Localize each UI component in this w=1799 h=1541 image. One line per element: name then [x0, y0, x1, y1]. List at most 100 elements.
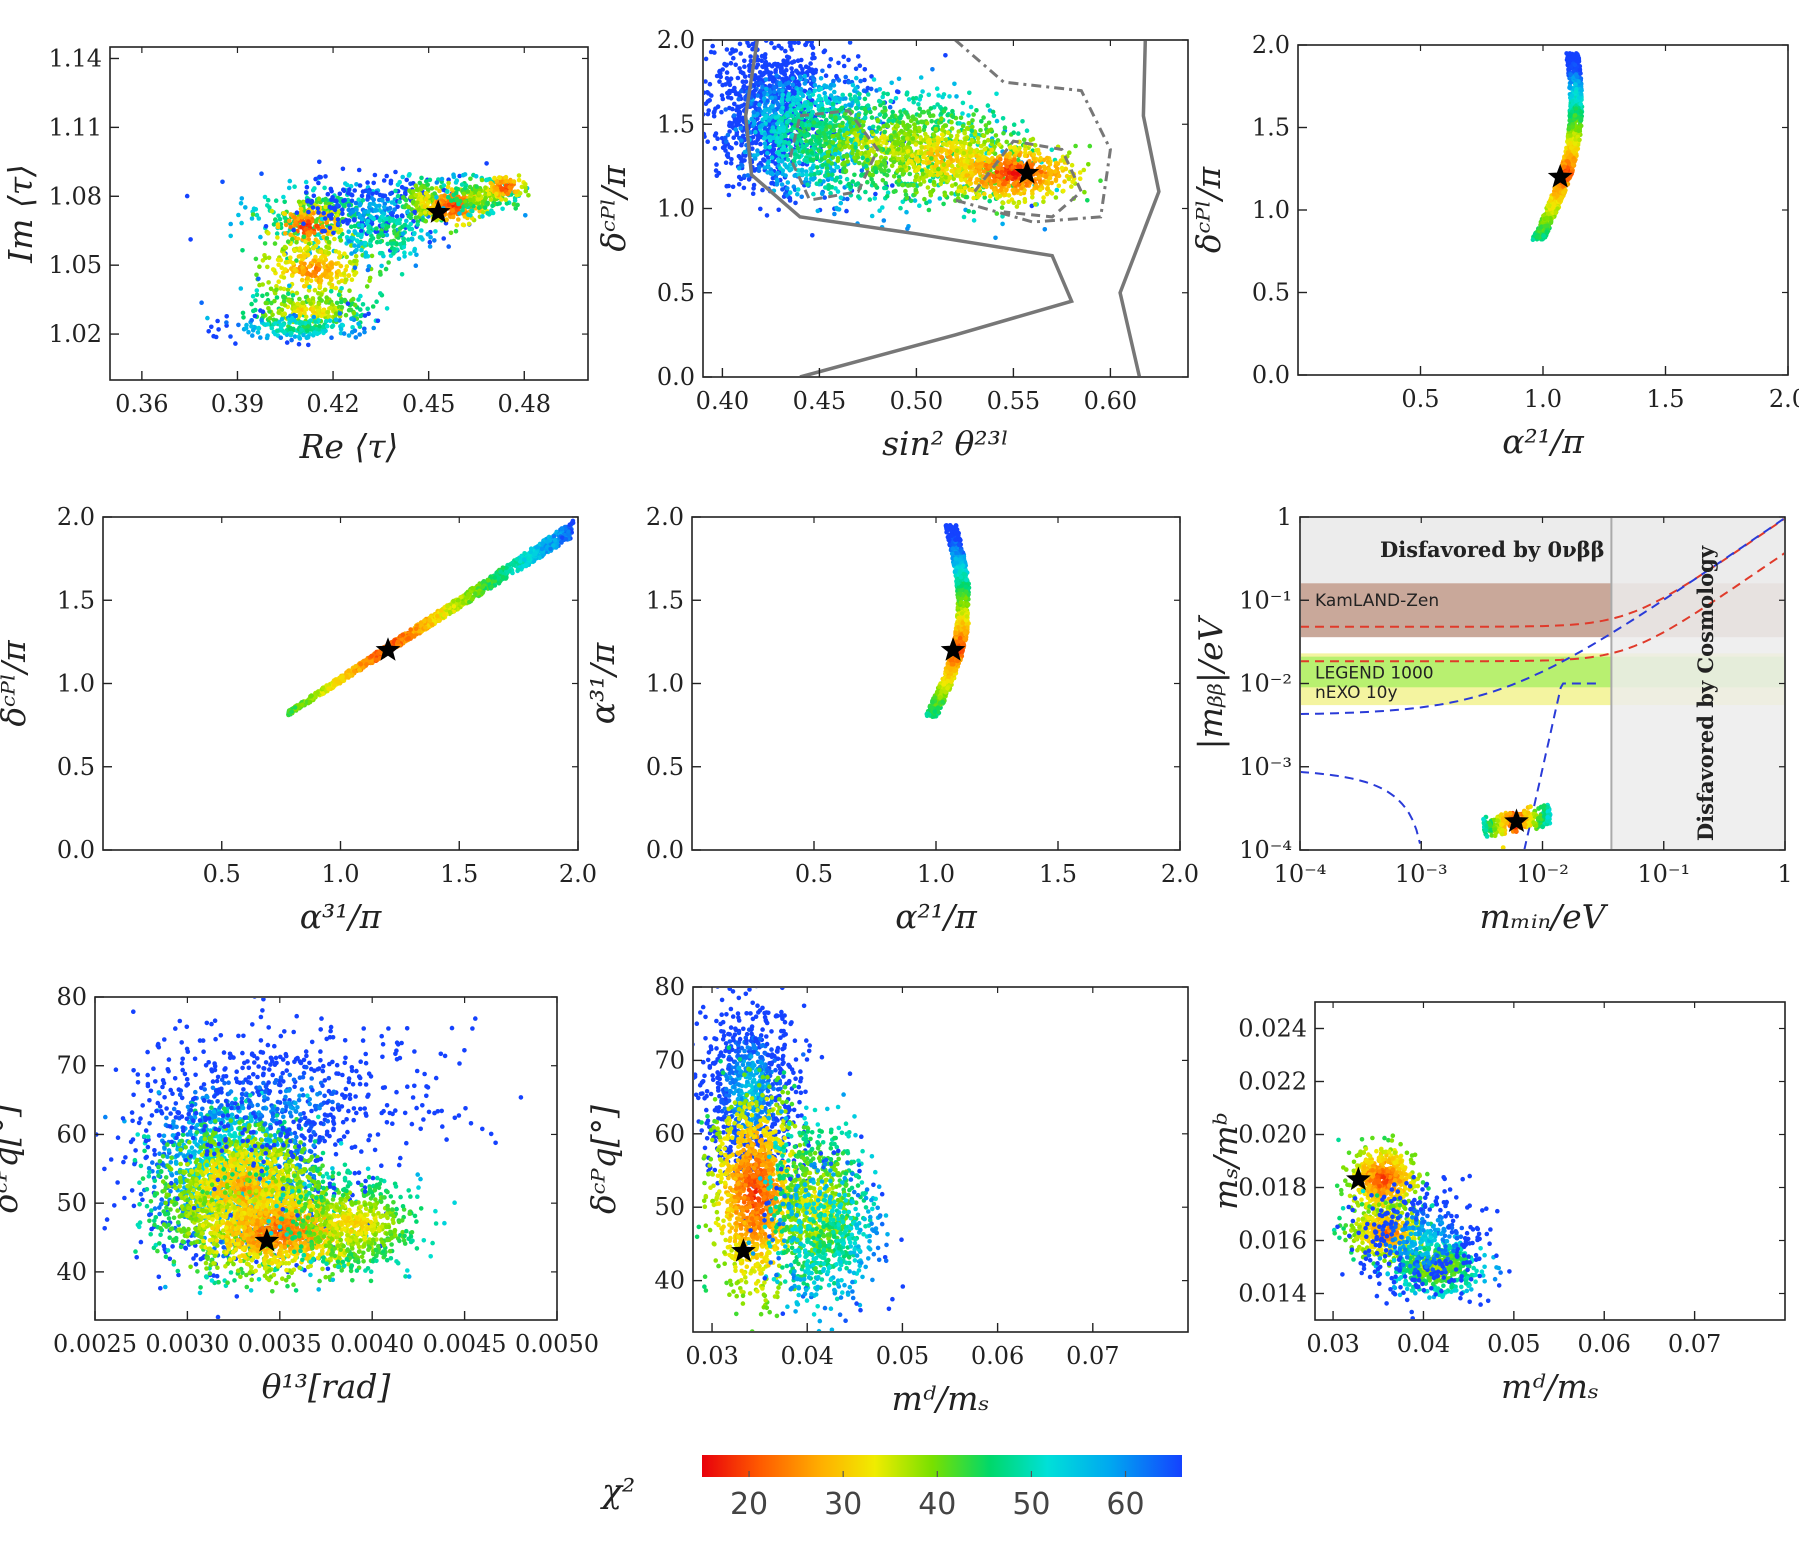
scatter-point — [1054, 187, 1060, 193]
scatter-point — [391, 241, 397, 246]
scatter-point — [903, 110, 908, 115]
scatter-point — [889, 163, 895, 169]
scatter-point — [1024, 128, 1030, 133]
scatter-point — [441, 236, 447, 241]
scatter-point — [339, 299, 344, 305]
scatter-point — [419, 175, 424, 181]
scatter-point — [388, 191, 393, 196]
y-tick-label: 1.05 — [49, 251, 102, 279]
y-tick-label: 1.14 — [49, 44, 102, 72]
scatter-point — [956, 129, 961, 134]
scatter-point — [368, 214, 374, 220]
scatter-point — [896, 174, 902, 180]
scatter-point — [267, 316, 273, 321]
scatter-point — [948, 133, 954, 139]
scatter-point — [926, 144, 931, 149]
scatter-point — [449, 187, 455, 192]
scatter-point — [752, 88, 758, 93]
scatter-point — [894, 89, 900, 94]
scatter-point — [750, 191, 756, 196]
scatter-point — [293, 219, 298, 225]
scatter-point — [414, 252, 419, 258]
scatter-point — [457, 211, 462, 216]
scatter-point — [752, 76, 758, 82]
scatter-point — [790, 23, 795, 28]
scatter-point — [726, 192, 732, 198]
scatter-point — [370, 191, 375, 197]
scatter-point — [408, 215, 414, 221]
scatter-point — [712, 109, 717, 114]
scatter-point — [870, 180, 876, 185]
scatter-point — [859, 145, 865, 150]
y-axis-label: Im ⟨τ⟩ — [1, 164, 40, 264]
scatter-point — [269, 208, 275, 214]
scatter-point — [334, 300, 340, 306]
scatter-point — [445, 189, 450, 194]
scatter-point — [811, 134, 817, 140]
scatter-point — [762, 126, 768, 131]
scatter-point — [268, 286, 274, 292]
scatter-point — [463, 185, 468, 191]
scatter-point — [250, 212, 256, 217]
scatter-point — [762, 141, 768, 146]
scatter-point — [911, 164, 917, 170]
scatter-point — [306, 209, 311, 215]
scatter-point — [748, 54, 753, 59]
scatter-point — [970, 124, 975, 130]
scatter-point — [874, 137, 880, 142]
scatter-point — [840, 120, 845, 126]
scatter-point — [352, 258, 357, 264]
scatter-point — [287, 178, 293, 184]
scatter-point — [289, 330, 294, 336]
scatter-point — [848, 96, 854, 102]
scatter-point — [766, 107, 771, 112]
scatter-point — [859, 133, 864, 139]
y-tick-label: 1.08 — [49, 182, 102, 210]
scatter-point — [483, 195, 488, 201]
scatter-point — [771, 62, 777, 67]
scatter-point — [379, 263, 384, 269]
scatter-point — [779, 98, 785, 103]
scatter-point — [838, 195, 844, 200]
scatter-point — [965, 126, 971, 131]
scatter-point — [771, 108, 777, 113]
scatter-point — [418, 211, 423, 217]
scatter-point — [282, 244, 288, 250]
scatter-point — [499, 186, 505, 191]
scatter-point — [765, 161, 771, 166]
scatter-point — [947, 94, 952, 99]
scatter-point — [316, 267, 322, 272]
scatter-point — [402, 250, 407, 255]
scatter-point — [810, 165, 815, 171]
scatter-point — [254, 292, 260, 298]
scatter-point — [696, 109, 701, 114]
scatter-point — [854, 75, 859, 81]
scatter-point — [325, 191, 331, 197]
scatter-point — [399, 272, 405, 277]
scatter-point — [775, 61, 781, 67]
scatter-point — [712, 146, 718, 151]
scatter-point — [945, 112, 950, 118]
scatter-point — [422, 210, 428, 215]
scatter-point — [789, 47, 794, 52]
scatter-point — [360, 302, 366, 307]
scatter-point — [975, 139, 981, 145]
scatter-point — [456, 217, 461, 222]
scatter-point — [779, 116, 785, 121]
scatter-point — [367, 275, 373, 281]
scatter-point — [763, 52, 768, 57]
scatter-point — [730, 184, 736, 190]
scatter-point — [913, 174, 919, 179]
scatter-point — [336, 268, 341, 274]
scatter-point — [704, 101, 709, 106]
scatter-point — [206, 329, 211, 334]
scatter-point — [341, 203, 347, 209]
scatter-point — [337, 311, 343, 316]
scatter-point — [954, 152, 959, 157]
scatter-point — [323, 328, 328, 334]
scatter-point — [921, 176, 926, 181]
scatter-point — [872, 196, 878, 201]
scatter-point — [814, 181, 820, 186]
scatter-point — [281, 286, 287, 292]
scatter-point — [880, 177, 886, 183]
